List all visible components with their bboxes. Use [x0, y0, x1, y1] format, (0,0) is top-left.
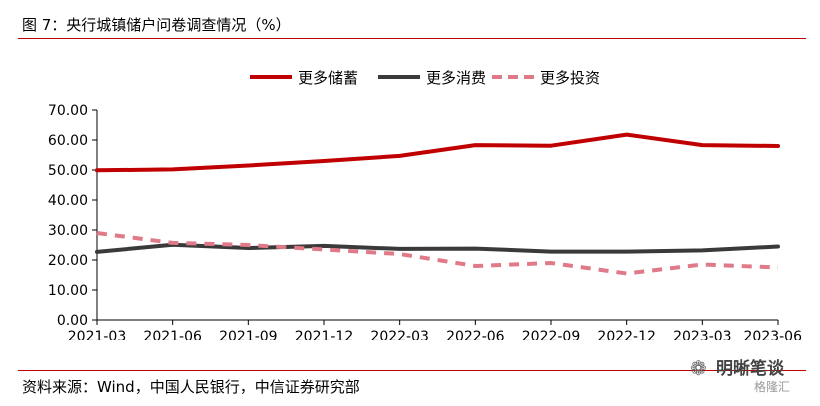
y-tick-label: 70.00 [48, 103, 88, 119]
wechat-icon: ❁ [690, 356, 707, 380]
x-tick-label: 2021-09 [219, 329, 278, 340]
legend-label: 更多投资 [540, 69, 600, 87]
y-tick-label: 0.00 [57, 313, 88, 329]
x-tick-label: 2021-06 [143, 329, 202, 340]
y-tick-label: 20.00 [48, 253, 88, 269]
x-tick-label: 2021-12 [295, 329, 354, 340]
x-tick-label: 2022-03 [370, 329, 429, 340]
series-line-2 [95, 242, 780, 254]
watermark-name: 明晰笔谈 [716, 359, 784, 379]
series-line-1 [95, 132, 780, 173]
chart-legend: 更多储蓄 更多消费 更多投资 [250, 69, 600, 87]
series-line-3 [96, 231, 779, 276]
y-tick-label: 60.00 [48, 133, 88, 149]
y-tick-label: 10.00 [48, 283, 88, 299]
chart-series [95, 132, 780, 276]
y-tick-label: 30.00 [48, 223, 88, 239]
y-tick-label: 40.00 [48, 193, 88, 209]
x-tick-label: 2023-03 [673, 329, 732, 340]
y-tick-label: 50.00 [48, 163, 88, 179]
legend-label: 更多储蓄 [298, 69, 358, 87]
x-tick-label: 2021-03 [68, 329, 127, 340]
source-note: 资料来源：Wind，中国人民银行，中信证券研究部 [22, 378, 360, 396]
figure-title: 图 7：央行城镇储户问卷调查情况（%） [22, 16, 291, 34]
x-tick-label: 2022-12 [597, 329, 656, 340]
watermark: ❁ 明晰笔谈 格隆汇 [690, 352, 810, 398]
watermark-sub: 格隆汇 [754, 380, 791, 394]
legend-label: 更多消费 [426, 69, 486, 87]
x-tick-label: 2022-06 [446, 329, 505, 340]
line-chart: 更多储蓄 更多消费 更多投资 0.00 10.00 20.00 30.00 40.00 50.… [48, 69, 802, 340]
source-divider [18, 370, 806, 371]
x-tick-label: 2022-09 [522, 329, 581, 340]
chart-axes: 0.00 10.00 20.00 30.00 40.00 50.00 60.00 70.00 2… [48, 103, 802, 340]
x-tick-label: 2023-06 [744, 329, 803, 340]
title-divider [18, 38, 806, 39]
